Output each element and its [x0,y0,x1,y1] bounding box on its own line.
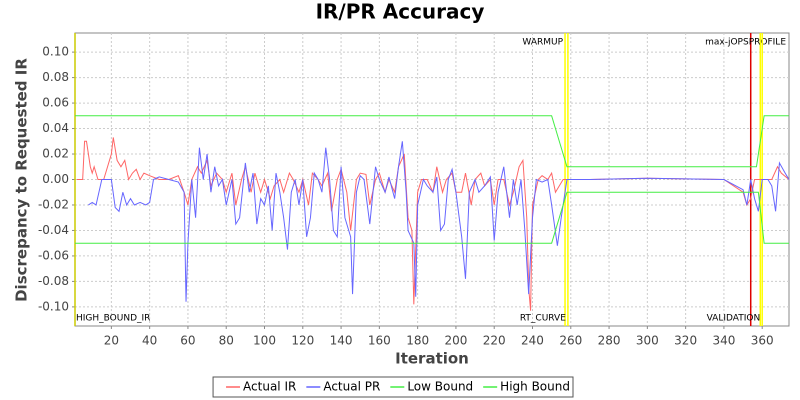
x-tick-label: 100 [253,334,276,348]
x-tick-label: 240 [521,334,544,348]
y-tick-label: -0.06 [38,248,69,262]
marker-label: RT_CURVE [520,314,566,324]
x-tick-label: 260 [559,334,582,348]
x-tick-label: 200 [444,334,467,348]
legend-label: Low Bound [407,380,473,394]
series-line [76,137,790,311]
legend-label: Actual IR [243,380,296,394]
x-tick-label: 360 [751,334,774,348]
marker-label: VALIDATION [707,314,761,324]
y-tick-label: -0.08 [38,274,69,288]
x-tick-label: 220 [483,334,506,348]
x-tick-label: 160 [368,334,391,348]
x-axis-label: Iteration [395,350,469,368]
y-tick-label: 0.08 [42,70,69,84]
marker-label: WARMUP [522,38,563,48]
legend-label: Actual PR [323,380,380,394]
x-tick-label: 140 [330,334,353,348]
chart-title: IR/PR Accuracy [316,0,485,24]
x-tick-label: 320 [674,334,697,348]
y-axis-label: Discrepancy to Requested IR [13,58,31,302]
y-tick-label: 0.02 [42,147,69,161]
legend-label: High Bound [500,380,570,394]
y-tick-label: 0.00 [42,172,69,186]
x-tick-label: 300 [636,334,659,348]
x-tick-label: 280 [598,334,621,348]
x-tick-label: 80 [219,334,234,348]
y-tick-label: -0.02 [38,197,69,211]
x-tick-label: 120 [291,334,314,348]
y-tick-label: 0.10 [42,45,69,59]
x-tick-label: 20 [104,334,119,348]
series-line [75,115,789,168]
marker-label: HIGH_BOUND_IR [76,314,150,324]
x-tick-label: 180 [406,334,429,348]
y-tick-label: 0.04 [42,121,69,135]
series-line [75,191,789,244]
marker-label: max-jOPS [705,38,749,48]
x-tick-label: 60 [180,334,195,348]
x-tick-label: 40 [142,334,157,348]
legend: Actual IR Actual PR Low Bound High Bound [212,376,574,398]
y-tick-label: 0.06 [42,96,69,110]
y-tick-label: -0.10 [38,299,69,313]
y-tick-label: -0.04 [38,223,69,237]
x-tick-label: 340 [712,334,735,348]
marker-label: PROFILE [749,38,787,48]
